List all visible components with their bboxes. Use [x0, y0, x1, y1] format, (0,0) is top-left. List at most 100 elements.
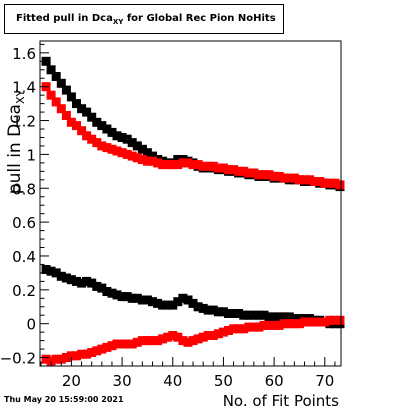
- data-point-series-2: [168, 160, 178, 170]
- data-point-series-4: [213, 329, 223, 339]
- data-point-series-4: [269, 320, 279, 330]
- data-point-series-2: [279, 173, 289, 183]
- data-point-series-3: [102, 287, 112, 296]
- data-point-series-3: [193, 302, 203, 312]
- y-axis-label: pull in DcaXY: [5, 90, 27, 195]
- data-point-series-4: [229, 324, 239, 334]
- data-point-series-2: [183, 158, 193, 168]
- data-point-series-2: [56, 104, 66, 114]
- data-point-series-2: [249, 168, 259, 178]
- title-box: Fitted pull in DcaXY for Global Rec Pion…: [4, 4, 284, 34]
- data-point-series-4: [294, 319, 304, 329]
- data-point-series-1: [107, 127, 117, 137]
- data-point-series-3: [249, 310, 259, 320]
- data-point-series-3: [284, 312, 294, 322]
- data-point-series-3: [148, 297, 157, 307]
- data-point-series-4: [325, 315, 335, 325]
- data-point-series-4: [300, 317, 309, 327]
- data-point-series-1: [82, 107, 92, 117]
- data-point-series-2: [127, 151, 137, 161]
- y-tick-label: 0: [26, 316, 36, 334]
- data-point-series-2: [137, 155, 147, 164]
- data-point-series-1: [148, 151, 157, 161]
- data-point-series-3: [46, 266, 56, 276]
- data-point-series-2: [92, 138, 102, 148]
- data-point-series-4: [279, 319, 289, 329]
- x-axis-label: No. of Fit Points: [223, 392, 339, 410]
- data-point-series-4: [203, 331, 213, 340]
- data-point-series-4: [224, 326, 233, 335]
- data-point-series-2: [153, 158, 163, 168]
- data-point-series-4: [284, 319, 294, 329]
- x-tick-label: 20: [62, 372, 81, 390]
- data-point-series-2: [213, 163, 223, 173]
- data-point-series-4: [183, 337, 193, 347]
- plot-frame: [39, 40, 342, 367]
- x-tick-label: 40: [163, 372, 182, 390]
- data-point-series-4: [127, 339, 137, 349]
- data-point-series-3: [107, 288, 117, 298]
- data-point-series-4: [315, 317, 325, 327]
- data-point-series-2: [61, 111, 71, 120]
- data-point-series-2: [178, 158, 188, 168]
- x-tick-label: 30: [113, 372, 132, 390]
- data-point-series-2: [305, 175, 315, 185]
- data-point-series-3: [213, 307, 223, 317]
- data-point-series-3: [234, 309, 244, 318]
- data-point-series-4: [137, 336, 147, 346]
- data-point-series-4: [82, 349, 92, 359]
- data-point-series-1: [56, 78, 66, 88]
- data-point-series-3: [142, 295, 152, 305]
- data-point-series-2: [97, 141, 107, 151]
- data-point-series-4: [56, 354, 66, 364]
- data-point-series-1: [142, 148, 152, 158]
- data-point-series-2: [218, 163, 228, 173]
- data-point-series-1: [61, 85, 71, 95]
- data-points: [41, 56, 345, 366]
- data-point-series-1: [77, 104, 87, 114]
- data-point-series-4: [259, 320, 269, 330]
- data-point-series-3: [56, 271, 66, 281]
- data-point-series-4: [148, 336, 157, 346]
- data-point-series-2: [132, 153, 142, 163]
- data-point-series-4: [198, 332, 208, 342]
- data-point-series-4: [254, 322, 264, 332]
- data-point-series-3: [82, 276, 92, 286]
- data-point-series-2: [148, 156, 157, 166]
- y-tick-label: 1.2: [12, 113, 36, 131]
- data-point-series-3: [66, 275, 76, 285]
- data-point-series-4: [153, 336, 163, 346]
- data-point-series-2: [294, 175, 304, 185]
- data-point-series-4: [330, 315, 340, 325]
- data-point-series-4: [234, 324, 244, 334]
- data-point-series-3: [51, 268, 61, 278]
- data-point-series-4: [264, 320, 274, 330]
- data-point-series-2: [284, 173, 294, 183]
- data-point-series-1: [102, 124, 112, 134]
- data-point-series-4: [188, 336, 198, 346]
- datestamp: Thu May 20 15:59:00 2021: [4, 395, 124, 404]
- data-point-series-1: [122, 134, 132, 144]
- data-point-series-4: [77, 349, 87, 359]
- y-tick-label: 0.2: [12, 282, 36, 300]
- data-point-series-4: [112, 339, 122, 349]
- data-point-series-4: [72, 351, 81, 361]
- data-point-series-2: [224, 165, 233, 175]
- data-point-series-2: [112, 146, 122, 156]
- data-point-series-1: [51, 72, 61, 81]
- data-point-series-1: [127, 138, 137, 148]
- data-point-series-2: [234, 166, 244, 176]
- data-point-series-3: [72, 276, 81, 286]
- data-point-series-3: [289, 314, 299, 324]
- data-point-series-1: [132, 141, 142, 151]
- data-point-series-1: [46, 65, 56, 75]
- data-point-series-3: [173, 297, 183, 307]
- data-point-series-4: [218, 327, 228, 337]
- data-point-series-2: [208, 161, 218, 171]
- data-point-series-2: [66, 117, 76, 127]
- data-point-series-3: [87, 278, 97, 288]
- data-point-series-4: [41, 354, 51, 364]
- data-point-series-3: [269, 312, 279, 322]
- data-point-series-2: [117, 148, 127, 158]
- data-point-series-1: [87, 112, 97, 122]
